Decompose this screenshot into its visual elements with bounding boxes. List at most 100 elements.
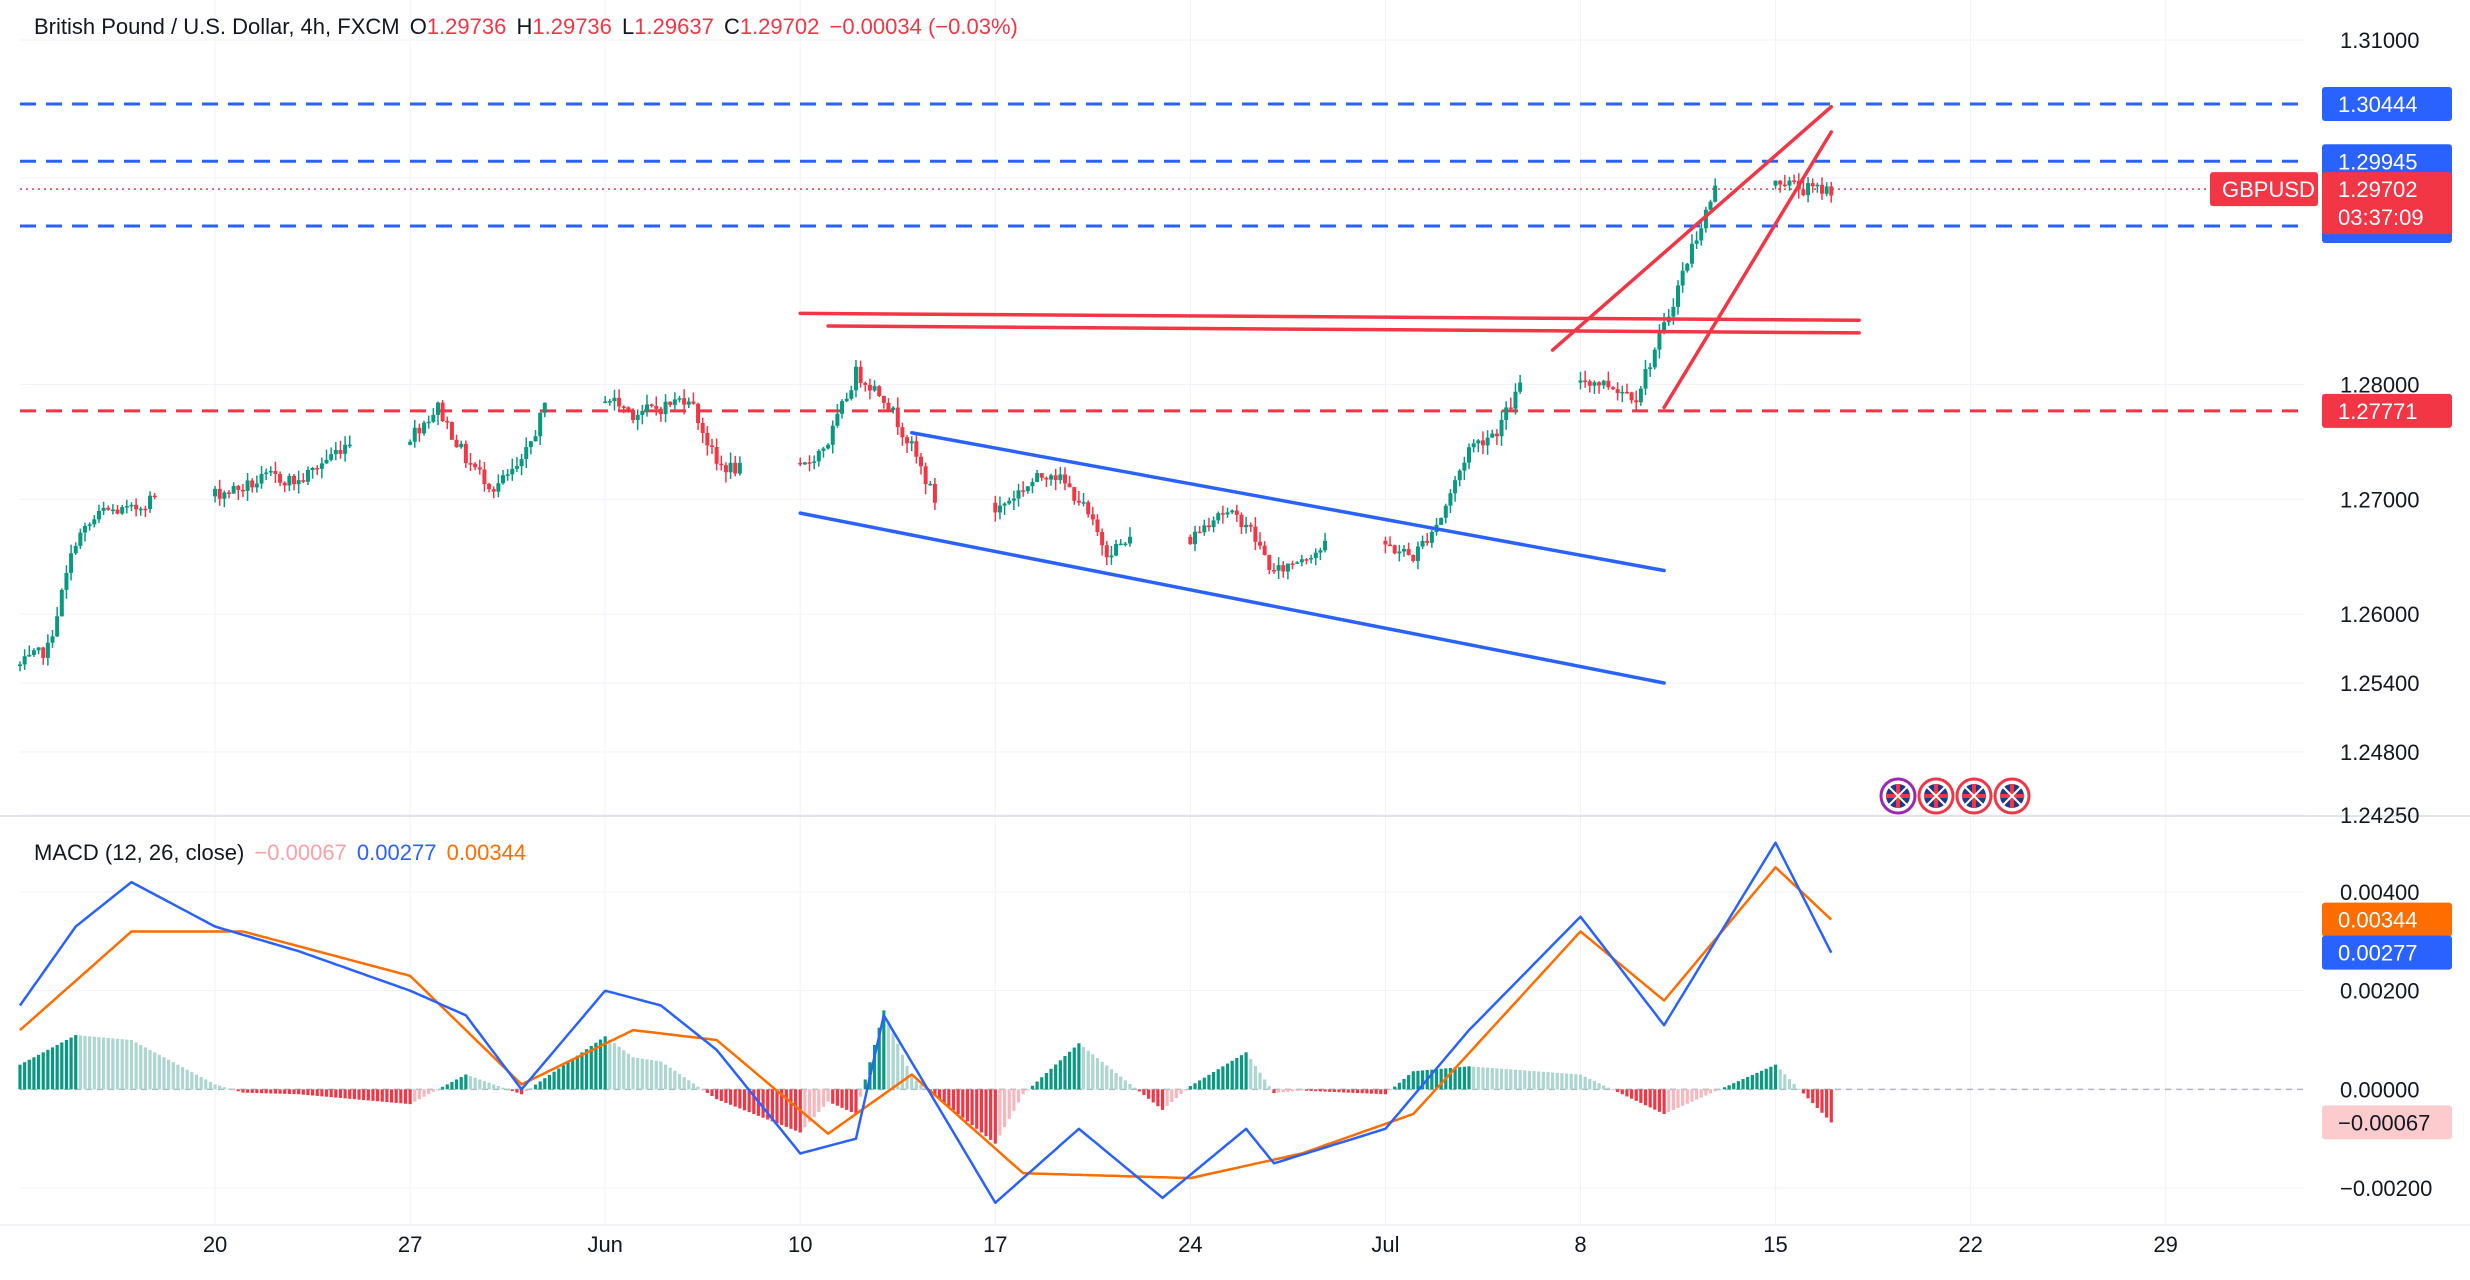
candle-body[interactable] bbox=[1689, 243, 1694, 264]
candle-body[interactable] bbox=[138, 508, 143, 511]
candle-body[interactable] bbox=[1011, 498, 1016, 501]
uk-flag-icon[interactable] bbox=[1917, 777, 1955, 815]
candle-body[interactable] bbox=[640, 410, 645, 415]
candle-body[interactable] bbox=[686, 401, 691, 405]
candle-body[interactable] bbox=[343, 444, 348, 454]
candle-body[interactable] bbox=[905, 437, 910, 444]
candles[interactable] bbox=[18, 173, 1834, 672]
candle-body[interactable] bbox=[1053, 475, 1058, 481]
candle-body[interactable] bbox=[18, 664, 22, 666]
candle-body[interactable] bbox=[928, 483, 933, 486]
candle-body[interactable] bbox=[1067, 483, 1072, 488]
candle-body[interactable] bbox=[1480, 440, 1485, 446]
candle-body[interactable] bbox=[305, 470, 310, 482]
candle-body[interactable] bbox=[1699, 228, 1704, 241]
candle-body[interactable] bbox=[1118, 543, 1123, 546]
candle-body[interactable] bbox=[1392, 545, 1397, 554]
candle-body[interactable] bbox=[1127, 536, 1132, 544]
candle-body[interactable] bbox=[1295, 562, 1300, 564]
candle-body[interactable] bbox=[505, 474, 510, 476]
macd-line[interactable] bbox=[18, 841, 1833, 1205]
candle-body[interactable] bbox=[1206, 525, 1211, 528]
price-axis[interactable]: 1.310001.298001.280001.270001.260001.254… bbox=[2210, 28, 2452, 828]
candle-body[interactable] bbox=[1578, 380, 1583, 383]
candle-body[interactable] bbox=[1285, 563, 1290, 572]
candle-body[interactable] bbox=[1114, 543, 1119, 556]
candle-body[interactable] bbox=[1801, 189, 1806, 196]
candle-body[interactable] bbox=[329, 454, 334, 460]
candle-body[interactable] bbox=[1216, 513, 1221, 521]
candle-body[interactable] bbox=[895, 407, 900, 428]
candle-body[interactable] bbox=[1643, 369, 1648, 389]
candle-body[interactable] bbox=[259, 474, 264, 484]
candle-body[interactable] bbox=[1076, 500, 1081, 503]
candle-body[interactable] bbox=[1211, 520, 1216, 528]
candle-body[interactable] bbox=[663, 401, 668, 415]
candle-body[interactable] bbox=[45, 642, 50, 658]
candle-body[interactable] bbox=[658, 408, 663, 415]
candle-body[interactable] bbox=[1239, 514, 1244, 528]
candle-body[interactable] bbox=[1662, 322, 1667, 333]
candle-body[interactable] bbox=[245, 480, 250, 491]
candle-body[interactable] bbox=[858, 366, 863, 383]
candle-body[interactable] bbox=[231, 485, 236, 494]
candle-body[interactable] bbox=[22, 656, 27, 665]
candle-body[interactable] bbox=[1109, 555, 1114, 558]
candle-body[interactable] bbox=[1708, 201, 1713, 210]
candle-body[interactable] bbox=[1318, 550, 1323, 553]
candle-body[interactable] bbox=[1406, 548, 1411, 555]
candle-body[interactable] bbox=[696, 403, 701, 424]
candle-body[interactable] bbox=[1415, 546, 1420, 561]
candle-body[interactable] bbox=[213, 488, 218, 497]
candle-body[interactable] bbox=[1304, 559, 1309, 561]
candle-body[interactable] bbox=[50, 636, 55, 643]
candle-body[interactable] bbox=[1299, 559, 1304, 563]
candle-body[interactable] bbox=[863, 382, 868, 385]
candle-body[interactable] bbox=[468, 463, 473, 465]
candle-body[interactable] bbox=[1680, 270, 1685, 286]
candle-body[interactable] bbox=[886, 402, 891, 411]
channel-upper-line[interactable] bbox=[909, 431, 1666, 573]
candle-body[interactable] bbox=[524, 447, 529, 460]
candle-body[interactable] bbox=[226, 492, 231, 494]
candle-body[interactable] bbox=[268, 471, 273, 473]
candle-body[interactable] bbox=[909, 441, 914, 444]
candle-body[interactable] bbox=[1062, 474, 1067, 484]
macd-axis[interactable]: 0.00400 0.00200 0.00000 −0.00200 0.00344 0.00… bbox=[2322, 880, 2452, 1201]
candle-body[interactable] bbox=[612, 397, 617, 402]
candle-body[interactable] bbox=[798, 462, 803, 465]
candle-body[interactable] bbox=[449, 422, 454, 440]
candle-body[interactable] bbox=[1676, 285, 1681, 307]
candle-body[interactable] bbox=[69, 553, 74, 573]
candle-body[interactable] bbox=[1792, 180, 1797, 183]
macd-signal-line[interactable] bbox=[19, 866, 1833, 1180]
candle-body[interactable] bbox=[723, 465, 728, 473]
candle-body[interactable] bbox=[487, 483, 492, 490]
candle-body[interactable] bbox=[96, 510, 101, 520]
candle-body[interactable] bbox=[802, 462, 807, 465]
candle-body[interactable] bbox=[482, 469, 487, 484]
candle-body[interactable] bbox=[1188, 536, 1193, 545]
candle-body[interactable] bbox=[1471, 443, 1476, 448]
candle-body[interactable] bbox=[1095, 519, 1100, 533]
candle-body[interactable] bbox=[236, 485, 241, 490]
candle-body[interactable] bbox=[1634, 400, 1639, 403]
candle-body[interactable] bbox=[501, 475, 506, 484]
candle-body[interactable] bbox=[1824, 186, 1829, 194]
candle-body[interactable] bbox=[1049, 475, 1054, 480]
resistance-line[interactable] bbox=[826, 324, 1861, 335]
candle-body[interactable] bbox=[1457, 470, 1462, 481]
candle-body[interactable] bbox=[1583, 380, 1588, 382]
candle-body[interactable] bbox=[812, 461, 817, 464]
candle-body[interactable] bbox=[1039, 473, 1044, 478]
candle-body[interactable] bbox=[1448, 493, 1453, 506]
candle-body[interactable] bbox=[1787, 180, 1792, 186]
candle-body[interactable] bbox=[1671, 306, 1676, 317]
candle-body[interactable] bbox=[1629, 392, 1634, 401]
candle-body[interactable] bbox=[152, 495, 157, 498]
candle-body[interactable] bbox=[603, 401, 608, 403]
candle-body[interactable] bbox=[1518, 382, 1523, 392]
candle-body[interactable] bbox=[1276, 565, 1281, 571]
candle-body[interactable] bbox=[649, 404, 654, 407]
